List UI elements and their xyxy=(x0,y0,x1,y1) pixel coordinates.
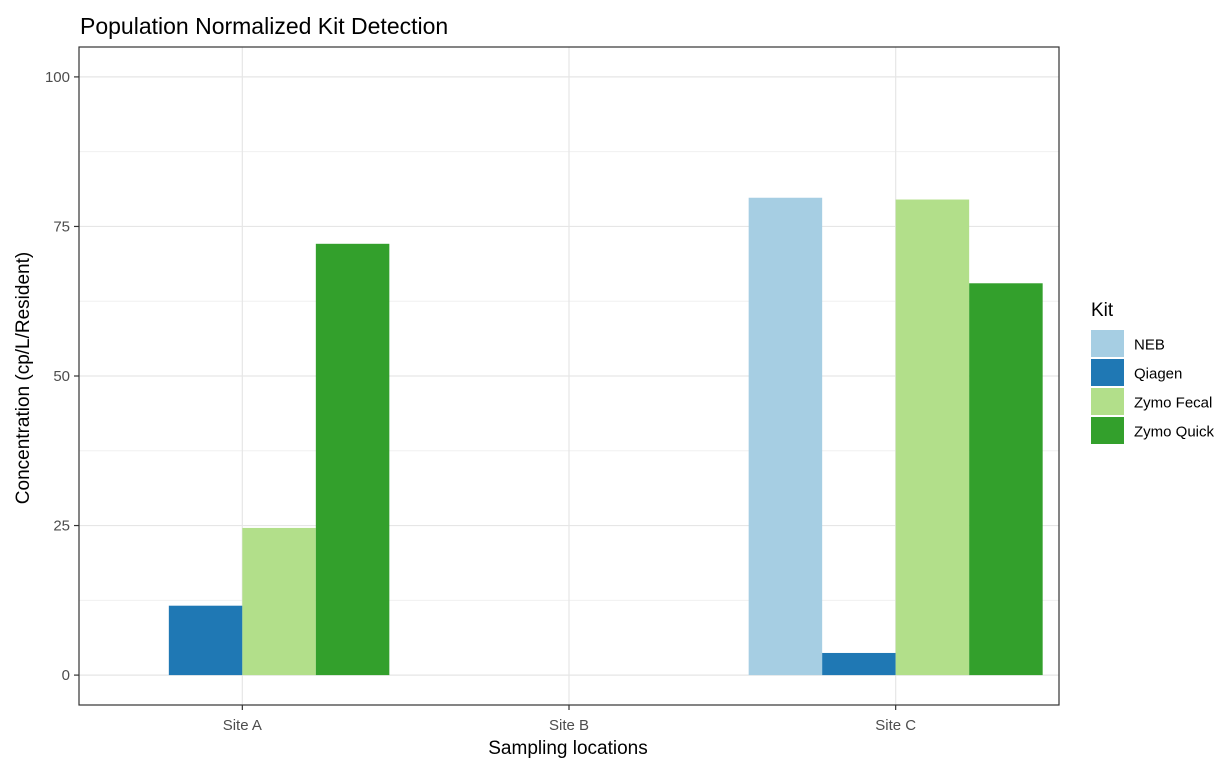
bar xyxy=(168,605,243,676)
y-tick-label: 75 xyxy=(53,218,70,235)
x-axis-title: Sampling locations xyxy=(488,738,647,759)
legend-key xyxy=(1091,330,1124,357)
legend: Kit NEB Qiagen Zymo Fecal Zymo Quick xyxy=(1091,300,1215,444)
bar xyxy=(822,652,896,676)
y-tick-label: 25 xyxy=(53,518,70,535)
x-tick-label: Site A xyxy=(223,717,262,734)
y-tick-label: 100 xyxy=(45,69,70,86)
legend-key xyxy=(1091,359,1124,386)
y-tick-label: 50 xyxy=(53,368,70,385)
y-axis-title: Concentration (cp/L/Resident) xyxy=(13,252,34,504)
legend-label: Zymo Quick xyxy=(1134,424,1215,441)
y-tick-label: 0 xyxy=(62,667,70,684)
bar xyxy=(895,199,970,676)
x-tick-label: Site B xyxy=(549,717,589,734)
legend-key xyxy=(1091,388,1124,415)
bars xyxy=(168,197,1043,676)
legend-label: Qiagen xyxy=(1134,366,1182,383)
legend-label: NEB xyxy=(1134,337,1165,354)
bar xyxy=(242,527,316,676)
legend-key xyxy=(1091,417,1124,444)
bar xyxy=(748,197,823,676)
legend-title: Kit xyxy=(1091,300,1114,321)
y-axis: 0 25 50 75 100 xyxy=(45,69,79,684)
bar xyxy=(969,283,1043,676)
chart-title: Population Normalized Kit Detection xyxy=(80,13,448,39)
x-axis: Site A Site B Site C xyxy=(223,705,916,734)
bar xyxy=(315,243,390,676)
legend-label: Zymo Fecal xyxy=(1134,395,1212,412)
grid xyxy=(79,47,1059,705)
x-tick-label: Site C xyxy=(875,717,916,734)
